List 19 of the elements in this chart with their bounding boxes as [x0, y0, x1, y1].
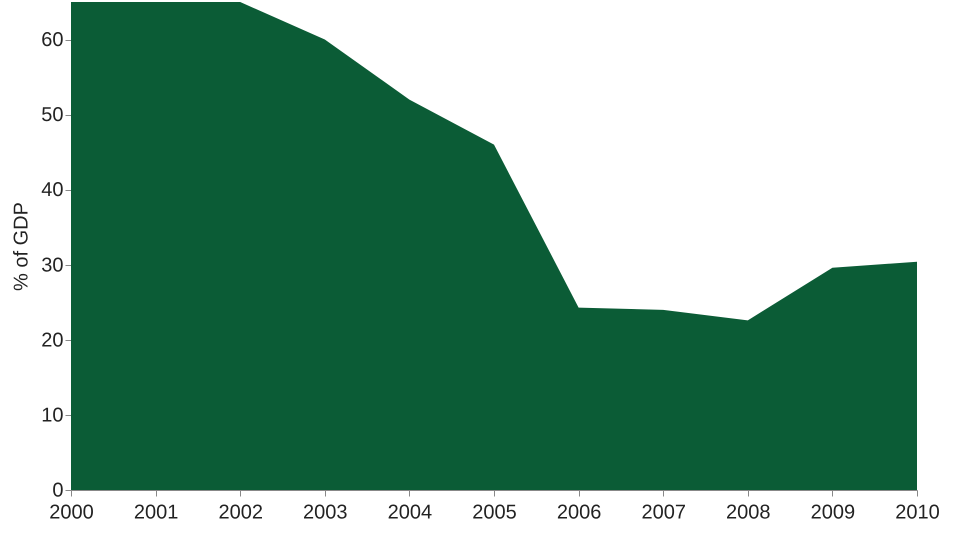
y-tick-label: 50	[41, 104, 64, 126]
y-axis-title: % of GDP	[10, 202, 32, 291]
x-tick-label: 2001	[134, 502, 178, 524]
y-tick-label: 20	[41, 329, 64, 352]
y-tick-label: 30	[41, 254, 64, 276]
x-tick-label: 2004	[388, 502, 432, 524]
x-tick-label: 2007	[641, 502, 686, 524]
x-tick-label: 2009	[810, 502, 856, 524]
x-tick-label: 2005	[472, 502, 517, 524]
x-tick-label: 2006	[556, 502, 602, 524]
y-tick-label: 40	[41, 179, 64, 202]
y-tick-label: 10	[41, 404, 64, 426]
y-tick-label: 60	[41, 29, 64, 52]
y-tick-label: 0	[52, 480, 64, 502]
x-tick-label: 2002	[218, 502, 263, 524]
x-tick-label: 2000	[49, 502, 94, 524]
x-tick-label: 2008	[726, 502, 771, 524]
x-tick-label: 2003	[303, 502, 348, 524]
x-tick-label: 2010	[895, 502, 940, 524]
